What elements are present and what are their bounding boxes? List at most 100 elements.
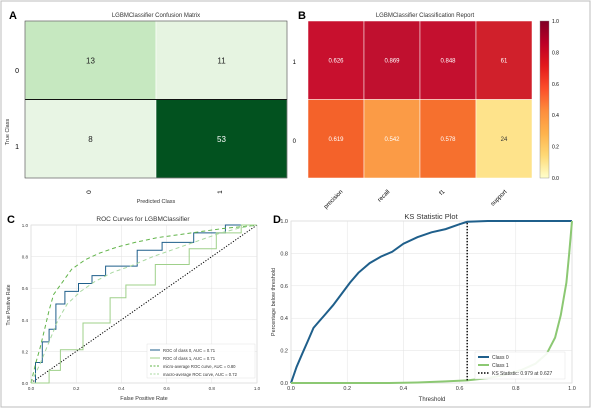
cr-cell (363, 20, 421, 100)
cm-ytick-0: 0 (15, 68, 19, 75)
roc-xlabel: False Positive Rate (120, 396, 167, 402)
x-tick-label: 1.0 (254, 386, 261, 391)
panel-b: B LGBMClassifier Classification Report 0… (293, 10, 560, 210)
ks-line-series-0 (290, 220, 572, 384)
colorbar-bar (539, 20, 550, 179)
y-tick-label: 0.8 (22, 255, 29, 260)
panel-d: D KS Statistic Plot 0.0 0.2 0.4 0.6 0.8 1.00.… (271, 212, 576, 403)
cm-cell (24, 20, 157, 100)
cm-frame (24, 20, 288, 179)
colorbar-tick: 0.6 (552, 82, 559, 88)
cr-cell (363, 99, 421, 179)
x-tick-label: 0.8 (512, 386, 520, 392)
panel-a: A LGBMClassifier Confusion Matrix 13 118 5… (5, 10, 288, 205)
colorbar-tick: 0.4 (552, 113, 559, 119)
y-tick-label: 0.2 (22, 349, 29, 354)
x-tick-label: 0.0 (287, 386, 295, 392)
roc-line-series-3 (30, 224, 258, 384)
x-tick-label: 0.0 (28, 386, 35, 391)
cr-cell (419, 20, 477, 100)
cm-title: LGBMClassifier Confusion Matrix (112, 13, 200, 19)
cm-xtick-1: 1 (217, 190, 224, 194)
colorbar-tick: 0.0 (552, 176, 559, 182)
cr-cell-value: 0.848 (440, 58, 456, 64)
panel-c: C ROC Curves for LGBMClassifier 0.0 0.2 0.… (6, 214, 261, 402)
roc-line-series-0 (31, 224, 257, 384)
cr-ytick-1: 1 (293, 60, 297, 66)
cm-cell-value: 8 (88, 135, 93, 144)
cr-ytick-0: 0 (293, 139, 297, 145)
roc-tick-labels: 0.0 0.2 0.4 0.6 0.8 1.0 0.0 0.2 0.4 0.6 0.8 1.0 (22, 223, 261, 391)
cr-cell-value: 0.619 (328, 137, 344, 143)
cm-cell (155, 99, 288, 179)
y-tick-label: 1.0 (22, 223, 29, 228)
legend-label: ROC of class 0, AUC = 0.71 (163, 348, 216, 353)
x-tick-label: 0.6 (456, 386, 464, 392)
ks-xlabel: Threshold (419, 397, 446, 403)
x-tick-label: 0.6 (163, 386, 170, 391)
roc-legend: ROC of class 0, AUC = 0.71 ROC of class 1… (146, 343, 256, 379)
cr-cell-value: 61 (501, 58, 508, 64)
y-tick-label: 0.4 (22, 318, 29, 323)
cm-ytick-1: 1 (15, 144, 19, 151)
cm-ylabel: True Class (5, 119, 11, 146)
y-tick-label: 0.0 (22, 381, 29, 386)
cm-xtick-0: 0 (86, 190, 93, 194)
y-tick-label: 0.8 (280, 251, 288, 257)
cm-grid: 13 11 8 53 (24, 20, 288, 179)
cm-cell-value: 11 (217, 56, 226, 65)
colorbar-tick: 0.8 (552, 50, 559, 56)
panel-letter-c: C (7, 214, 15, 226)
cr-cell-value: 0.869 (384, 58, 400, 64)
x-tick-label: 1.0 (568, 386, 576, 392)
colorbar-tick: 0.2 (552, 145, 559, 151)
y-tick-label: 0.0 (280, 381, 288, 387)
x-tick-label: 0.4 (400, 386, 408, 392)
roc-title: ROC Curves for LGBMClassifier (96, 216, 190, 223)
cr-cell (475, 99, 533, 179)
y-tick-label: 0.2 (280, 349, 288, 355)
y-tick-label: 0.6 (280, 284, 288, 290)
cr-colorbar: 1.0 0.8 0.6 0.4 0.2 0.0 (539, 19, 559, 182)
legend-label: KS Statistic: 0.979 at 0.627 (492, 371, 553, 377)
y-tick-label: 0.6 (22, 286, 29, 291)
cr-cell-value: 24 (501, 137, 508, 143)
cr-grid: 0.626 0.869 0.848 61 0.619 0.542 0.578 24 (307, 20, 533, 179)
ks-ylabel: Percentage below threshold (271, 268, 277, 336)
cm-cell (24, 99, 157, 179)
cr-cell-value: 0.542 (384, 137, 400, 143)
roc-ylabel: True Positive Rate (6, 284, 12, 325)
roc-line-series-1 (31, 224, 257, 384)
legend-box (146, 343, 256, 379)
roc-line-series-2 (30, 224, 258, 384)
y-tick-label: 1.0 (280, 219, 288, 225)
panel-letter-b: B (298, 10, 306, 22)
x-tick-label: 0.4 (118, 386, 125, 391)
x-tick-label: 0.8 (209, 386, 216, 391)
roc-chance-diagonal (30, 224, 258, 384)
colorbar-tick: 1.0 (552, 19, 559, 25)
legend-box (474, 351, 566, 380)
cm-xlabel: Predicted Class (137, 199, 176, 205)
panel-letter-a: A (9, 10, 17, 22)
y-tick-label: 0.4 (280, 316, 288, 322)
legend-label: Class 1 (492, 363, 509, 369)
cr-cell-value: 0.626 (328, 58, 344, 64)
ks-title: KS Statistic Plot (404, 212, 458, 221)
ks-legend: Class 0 Class 1 KS Statistic: 0.979 at 0.6… (474, 351, 566, 380)
cm-cell-value: 13 (86, 56, 95, 65)
legend-label: macro-average ROC curve, AUC = 0.72 (163, 372, 238, 377)
ks-tick-labels: 0.0 0.2 0.4 0.6 0.8 1.0 0.0 0.2 0.4 0.6 0.8 1.0 (280, 219, 575, 392)
cr-title: LGBMClassifier Classification Report (376, 13, 475, 19)
legend-label: micro-average ROC curve, AUC = 0.80 (163, 364, 236, 369)
cm-cell-value: 53 (217, 135, 226, 144)
legend-label: ROC of class 1, AUC = 0.71 (163, 356, 216, 361)
roc-series (30, 224, 258, 384)
x-tick-label: 0.2 (73, 386, 80, 391)
x-tick-label: 0.2 (343, 386, 351, 392)
panel-letter-d: D (273, 214, 281, 226)
cr-cell-value: 0.578 (440, 137, 456, 143)
cr-cell (475, 20, 533, 100)
cr-xtick-f1: f1 (439, 189, 447, 197)
